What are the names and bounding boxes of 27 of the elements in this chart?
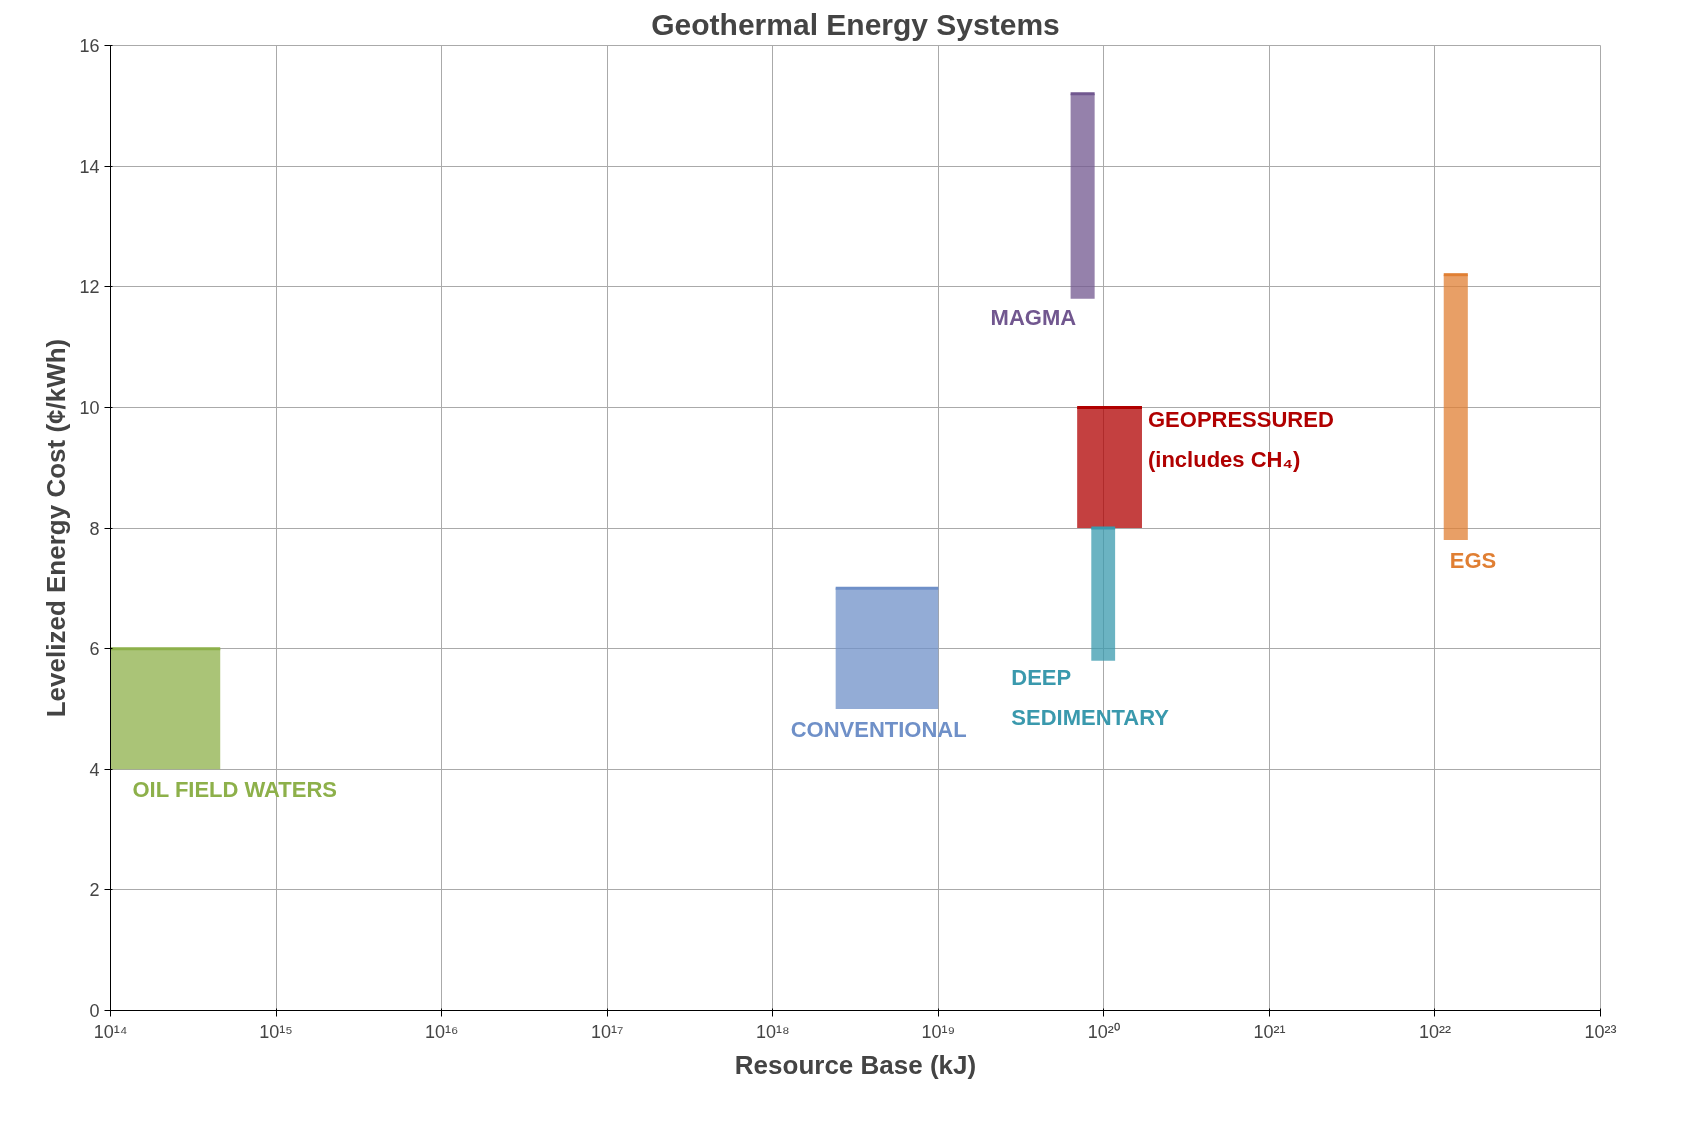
x-tick-label: 10²⁰: [1087, 1021, 1120, 1042]
x-tick-label: 10¹⁹: [921, 1021, 956, 1042]
y-tick-label: 16: [79, 36, 100, 56]
x-tick-label: 10²³: [1584, 1021, 1617, 1042]
x-tick-label: 10¹⁸: [755, 1021, 790, 1042]
x-tick-label: 10¹⁴: [93, 1021, 128, 1042]
y-tick-label: 12: [79, 277, 100, 298]
y-tick-label: 14: [79, 156, 100, 177]
x-tick-label: 10²¹: [1253, 1021, 1286, 1042]
x-tick-label: 10¹⁶: [424, 1021, 459, 1042]
series-label: GEOPRESSURED (includes CH₄): [1147, 407, 1334, 473]
text: MAGMA: [990, 304, 1077, 330]
y-tick-label: 8: [89, 518, 100, 539]
y-axis-title: Levelized Energy Cost (¢/kWh): [41, 338, 72, 718]
text: EGS: [1449, 548, 1497, 574]
x-axis-title: Resource Base (kJ): [734, 1049, 977, 1080]
x-tick-label: 10¹⁷: [590, 1021, 624, 1042]
text: DEEP SEDIMENTARY: [1011, 664, 1170, 730]
chart-title: Geothermal Energy Systems: [651, 7, 1060, 41]
y-tick-label: 2: [89, 880, 100, 901]
text: OIL FIELD WATERS: [132, 777, 338, 803]
x-tick-label: 10¹⁵: [259, 1021, 293, 1042]
x-tick-label: 10²²: [1418, 1021, 1451, 1042]
y-tick-label: 10: [79, 397, 100, 418]
y-tick-label: 0: [89, 1001, 100, 1021]
y-tick-label: 4: [89, 759, 100, 780]
y-tick-label: 6: [89, 639, 100, 660]
